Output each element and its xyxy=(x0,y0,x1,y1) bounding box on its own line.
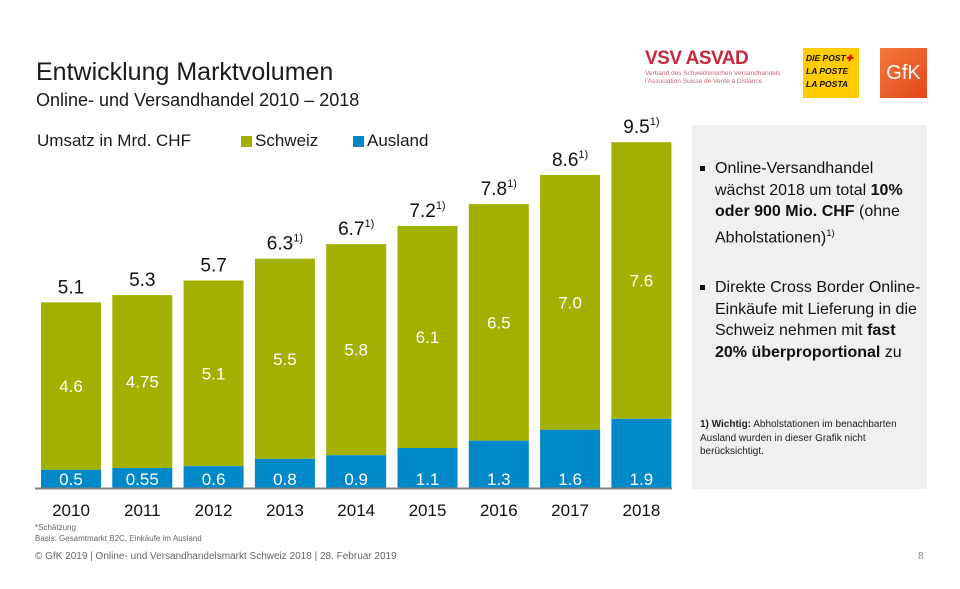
bullet-square-icon xyxy=(700,166,705,171)
bullet-square-icon xyxy=(700,285,705,290)
gfk-logo: GfK xyxy=(880,48,927,98)
legend-swatch-schweiz xyxy=(241,135,252,147)
label-total-2017: 8.61) xyxy=(552,149,588,171)
bar-ausland-2011 xyxy=(112,467,173,488)
label-schweiz-2013: 5.5 xyxy=(273,350,297,369)
label-ausland-2011: 0.55 xyxy=(126,470,159,489)
x-tick-label-2014: 2014 xyxy=(337,501,375,520)
bar-ausland-2013 xyxy=(254,458,315,488)
post-logo-line3: LA POSTA xyxy=(806,79,849,89)
finding-2-text-end: zu xyxy=(880,343,902,361)
legend-label-schweiz: Schweiz xyxy=(255,131,319,150)
x-tick-label-2011: 2011 xyxy=(124,501,161,520)
finding-1-bold: 10% oder 900 Mio. CHF xyxy=(715,181,903,221)
legend-swatch-ausland xyxy=(353,135,364,147)
bar-schweiz-2015 xyxy=(397,225,458,448)
finding-2-bold: fast 20% überproportional xyxy=(715,322,896,361)
label-schweiz-2010: 4.6 xyxy=(59,377,83,396)
die-post-logo: DIE POST✚ LA POSTE LA POSTA xyxy=(803,48,859,98)
bar-ausland-2014 xyxy=(326,455,387,488)
label-ausland-2012: 0.6 xyxy=(202,470,226,489)
label-ausland-2013: 0.8 xyxy=(273,470,297,489)
bar-ausland-2012 xyxy=(183,466,244,488)
finding-bullet-2: Direkte Cross Border Online-Einkäufe mit… xyxy=(700,277,925,363)
label-total-2018: 9.51) xyxy=(623,116,659,138)
footnote-basis: Basis: Gesamtmarkt B2C, Einkäufe im Ausl… xyxy=(35,534,202,543)
page-subtitle: Online- und Versandhandel 2010 – 2018 xyxy=(36,90,360,110)
label-total-2012: 5.7 xyxy=(200,256,226,277)
finding-1-footnote: 1) xyxy=(826,227,835,239)
stacked-bar-chart: 0.5 4.6 5.1 2010 0.55 4.75 5.3 2011 0.6 5.1 5.7 201… xyxy=(35,116,672,520)
vsv-asvad-logo: VSV ASVAD Verband des Schweizerischen Ve… xyxy=(645,48,845,98)
vsv-logo-line1: Verband des Schweizerischen Versandhande… xyxy=(645,70,781,77)
label-schweiz-2018: 7.6 xyxy=(630,272,654,291)
footnote-important: 1) Wichtig: Abholstationen im benachbart… xyxy=(700,418,920,459)
label-schweiz-2016: 6.5 xyxy=(487,313,511,332)
label-total-2014: 6.71) xyxy=(338,218,374,240)
label-ausland-2016: 1.3 xyxy=(487,470,511,489)
bar-schweiz-2013 xyxy=(254,258,315,459)
label-total-2011: 5.3 xyxy=(129,270,155,291)
label-schweiz-2015: 6.1 xyxy=(416,328,440,347)
label-total-2016: 7.81) xyxy=(481,178,517,200)
x-tick-label-2015: 2015 xyxy=(409,501,447,520)
bar-schweiz-2010 xyxy=(41,302,101,470)
bar-schweiz-2018 xyxy=(611,142,672,419)
bar-ausland-2015 xyxy=(397,447,458,488)
label-schweiz-2017: 7.0 xyxy=(558,293,582,312)
legend-item-schweiz: Schweiz xyxy=(241,131,318,151)
label-total-2010: 5.1 xyxy=(58,277,84,298)
note-bold: 1) Wichtig: xyxy=(700,419,752,430)
bar-schweiz-2012 xyxy=(183,280,244,467)
label-ausland-2018: 1.9 xyxy=(630,470,654,489)
page-number: 8 xyxy=(918,551,924,562)
vsv-logo-name: VSV ASVAD xyxy=(645,48,749,69)
finding-2-text: Direkte Cross Border Online-Einkäufe mit… xyxy=(715,279,921,339)
legend-item-ausland: Ausland xyxy=(353,131,428,151)
bar-ausland-2010 xyxy=(41,469,101,488)
x-tick-label-2010: 2010 xyxy=(52,501,90,520)
legend-label-ausland: Ausland xyxy=(367,131,429,150)
x-tick-label-2012: 2012 xyxy=(195,501,233,520)
label-ausland-2017: 1.6 xyxy=(558,470,582,489)
bar-ausland-2016 xyxy=(468,440,529,488)
label-schweiz-2014: 5.8 xyxy=(344,341,368,360)
bar-ausland-2018 xyxy=(611,418,672,488)
vsv-logo-line2: l'Association Suisse de Vente à Distance xyxy=(645,78,763,85)
bar-ausland-2017 xyxy=(540,429,601,488)
footnote-estimate: *Schätzung xyxy=(35,523,76,532)
post-logo-line1: DIE POST xyxy=(806,53,846,63)
label-total-2015: 7.21) xyxy=(409,200,445,222)
label-ausland-2015: 1.1 xyxy=(416,470,440,489)
bar-schweiz-2014 xyxy=(326,244,387,456)
swiss-cross-icon: ✚ xyxy=(845,53,853,63)
bar-schweiz-2016 xyxy=(468,204,529,441)
copyright-footer: © GfK 2019 | Online- und Versandhandelsm… xyxy=(35,551,397,562)
label-schweiz-2011: 4.75 xyxy=(126,373,159,392)
x-tick-label-2018: 2018 xyxy=(622,501,660,520)
finding-1-text-end: (ohne Abholstationen) xyxy=(715,203,900,246)
finding-bullet-1: Online-Versandhandel wächst 2018 um tota… xyxy=(700,158,925,248)
bar-schweiz-2011 xyxy=(112,295,173,468)
note-text: Abholstationen im benachbarten Ausland w… xyxy=(700,419,897,457)
label-schweiz-2012: 5.1 xyxy=(202,364,226,383)
page-title: Entwicklung Marktvolumen xyxy=(36,58,334,86)
label-ausland-2014: 0.9 xyxy=(344,470,368,489)
x-tick-label-2016: 2016 xyxy=(480,501,518,520)
key-findings-panel: Online-Versandhandel wächst 2018 um tota… xyxy=(692,125,927,489)
bar-schweiz-2017 xyxy=(540,174,601,430)
label-total-2013: 6.31) xyxy=(267,233,303,255)
x-tick-label-2017: 2017 xyxy=(551,501,589,520)
y-axis-label: Umsatz in Mrd. CHF xyxy=(37,131,191,150)
finding-1-text: Online-Versandhandel wächst 2018 um tota… xyxy=(715,160,874,199)
post-logo-line2: LA POSTE xyxy=(806,66,849,76)
label-ausland-2010: 0.5 xyxy=(59,470,83,489)
x-tick-label-2013: 2013 xyxy=(266,501,304,520)
